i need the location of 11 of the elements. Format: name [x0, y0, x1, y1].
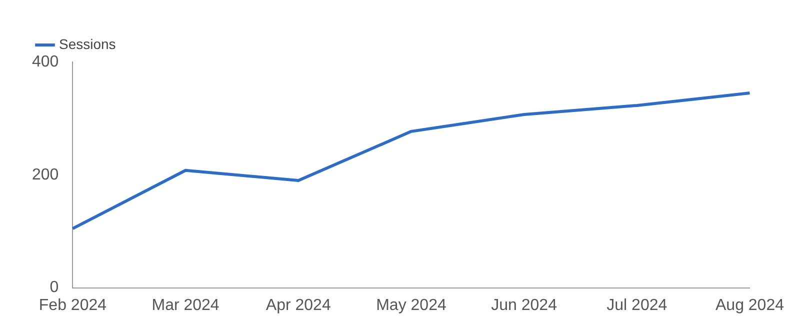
x-tick-label: Jun 2024: [491, 296, 558, 314]
x-tick-label: Feb 2024: [38, 296, 107, 314]
y-tick-label: 200: [32, 166, 59, 184]
x-tick-label: Jul 2024: [606, 296, 668, 314]
legend-label: Sessions: [59, 36, 116, 52]
y-tick-label: 0: [50, 279, 59, 296]
x-tick-label: Apr 2024: [266, 296, 331, 314]
x-tick-label: Aug 2024: [715, 296, 784, 314]
x-tick-label: May 2024: [376, 296, 446, 314]
y-tick-label: 400: [32, 53, 59, 70]
x-tick-label: Mar 2024: [152, 296, 220, 314]
